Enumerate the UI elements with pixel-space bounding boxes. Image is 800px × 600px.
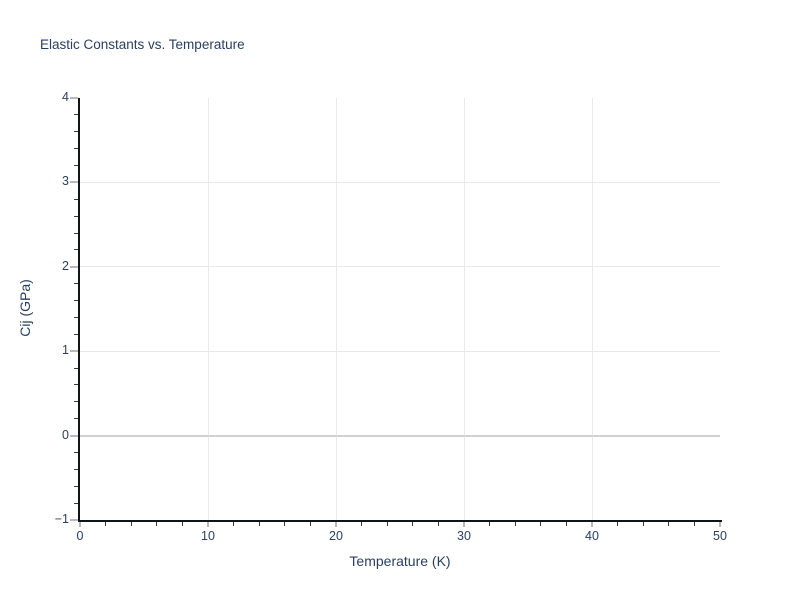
x-minor-tick — [130, 522, 132, 526]
y-minor-tick — [73, 384, 78, 386]
y-minor-tick — [73, 300, 78, 302]
x-major-tick — [463, 522, 465, 527]
y-minor-tick — [73, 333, 78, 335]
y-minor-tick — [73, 131, 78, 133]
y-minor-tick — [73, 198, 78, 200]
y-tick-label: 3 — [62, 174, 69, 189]
x-minor-tick — [642, 522, 644, 526]
y-minor-tick — [73, 418, 78, 420]
x-minor-tick — [386, 522, 388, 526]
x-major-tick — [335, 522, 337, 527]
x-minor-tick — [284, 522, 286, 526]
x-minor-tick — [668, 522, 670, 526]
y-minor-tick — [73, 401, 78, 403]
x-gridline — [463, 98, 465, 520]
y-tick-label: 2 — [62, 258, 69, 273]
y-tick-label: −1 — [54, 512, 69, 526]
y-major-tick — [70, 97, 78, 99]
y-minor-tick — [73, 316, 78, 318]
x-minor-tick — [361, 522, 363, 526]
y-major-tick — [70, 265, 78, 268]
x-tick-label: 20 — [329, 529, 343, 543]
y-minor-tick — [73, 502, 78, 504]
y-gridline — [80, 181, 720, 183]
y-tick-label: 4 — [62, 90, 69, 104]
x-minor-tick — [489, 522, 491, 526]
x-minor-tick — [105, 522, 107, 526]
x-minor-tick — [258, 522, 260, 526]
x-axis-line — [77, 520, 722, 522]
x-tick-label: 50 — [713, 529, 727, 543]
x-gridline — [591, 98, 593, 520]
x-tick-label: 10 — [201, 529, 215, 543]
y-tick-label: 1 — [62, 343, 69, 358]
x-major-tick — [719, 522, 721, 527]
y-minor-tick — [73, 283, 78, 285]
y-major-tick — [70, 350, 78, 353]
x-gridline — [207, 98, 209, 520]
x-minor-tick — [437, 522, 439, 526]
x-minor-tick — [309, 522, 311, 526]
y-minor-tick — [73, 114, 78, 116]
zero-line — [80, 434, 720, 437]
y-tick-label: 0 — [62, 427, 69, 442]
y-minor-tick — [73, 367, 78, 369]
y-minor-tick — [73, 485, 78, 487]
x-minor-tick — [617, 522, 619, 526]
x-minor-tick — [540, 522, 542, 526]
y-minor-tick — [73, 165, 78, 167]
y-axis-title: Cij (GPa) — [17, 279, 33, 337]
y-major-tick — [70, 181, 78, 184]
x-minor-tick — [693, 522, 695, 526]
y-minor-tick — [73, 249, 78, 251]
y-gridline — [80, 350, 720, 352]
chart-title: Elastic Constants vs. Temperature — [40, 37, 245, 52]
x-gridline — [335, 98, 337, 520]
y-minor-tick — [73, 468, 78, 470]
y-gridline — [80, 266, 720, 268]
y-minor-tick — [73, 148, 78, 150]
x-minor-tick — [181, 522, 183, 526]
x-axis-title: Temperature (K) — [349, 553, 451, 569]
x-minor-tick — [412, 522, 414, 526]
x-major-tick — [207, 522, 209, 527]
x-minor-tick — [233, 522, 235, 526]
x-minor-tick — [565, 522, 567, 526]
x-tick-label: 0 — [76, 529, 84, 543]
y-major-tick — [70, 434, 78, 437]
y-minor-tick — [73, 215, 78, 217]
y-axis-line — [77, 98, 80, 522]
x-tick-label: 40 — [585, 529, 599, 543]
x-minor-tick — [514, 522, 516, 526]
x-major-tick — [79, 522, 81, 527]
x-tick-label: 30 — [457, 529, 471, 543]
x-major-tick — [591, 522, 593, 527]
y-minor-tick — [73, 451, 78, 453]
x-minor-tick — [156, 522, 158, 526]
y-minor-tick — [73, 232, 78, 234]
y-major-tick — [70, 519, 78, 521]
plot-area — [80, 98, 720, 520]
